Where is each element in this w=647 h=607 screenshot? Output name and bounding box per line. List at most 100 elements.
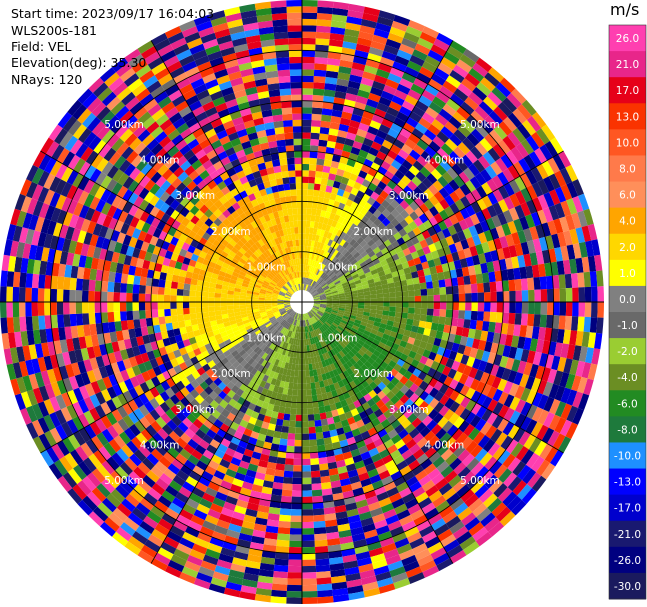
range-gate-cell [559,216,570,232]
range-gate-cell [178,275,186,284]
range-gate-cell [205,326,213,333]
range-gate-cell [572,302,579,317]
range-gate-cell [342,284,350,289]
range-gate-cell [261,550,276,559]
range-gate-cell [307,239,312,247]
range-gate-cell [108,217,119,230]
range-gate-cell [515,445,529,461]
range-gate-cell [214,226,223,235]
range-gate-cell [282,335,287,342]
range-gate-cell [460,154,474,168]
range-gate-cell [302,565,317,573]
range-gate-cell [441,365,452,377]
range-gate-cell [180,332,189,341]
range-gate-cell [247,287,254,292]
range-gate-cell [373,28,390,39]
range-gate-cell [275,323,282,330]
range-gate-cell [100,291,108,302]
range-gate-cell [389,26,406,38]
range-gate-cell [258,274,266,281]
range-gate-cell [312,293,319,298]
range-gate-cell [566,244,576,260]
range-gate-cell [382,333,390,341]
range-gate-cell [312,369,318,377]
range-gate-cell [356,236,364,245]
range-gate-cell [503,116,518,132]
range-gate-cell [126,302,133,312]
range-gate-cell [392,531,407,543]
range-gate-cell [295,421,302,428]
range-gate-cell [513,324,521,337]
range-gate-cell [231,393,241,402]
range-gate-cell [414,386,424,397]
range-gate-cell [69,302,76,315]
range-gate-cell [344,566,360,576]
range-gate-cell [448,179,460,192]
range-gate-cell [367,541,382,552]
range-gate-cell [307,401,314,409]
range-gate-cell [365,152,377,163]
range-gate-cell [502,345,512,358]
range-gate-cell [547,430,560,447]
range-gate-cell [175,192,186,204]
range-gate-cell [575,227,586,244]
range-gate-cell [404,66,420,78]
range-gate-cell [313,302,321,304]
range-gate-cell [288,289,294,294]
range-gate-cell [258,372,266,381]
range-gate-cell [457,141,471,155]
range-gate-cell [325,519,338,528]
range-gate-cell [209,399,220,410]
range-gate-cell [56,302,64,315]
range-gate-cell [307,357,312,365]
range-gate-cell [256,511,269,520]
range-gate-cell [383,268,392,275]
range-gate-cell [46,220,57,236]
range-gate-cell [334,421,343,430]
range-gate-cell [350,113,363,123]
range-gate-cell [75,445,89,461]
range-gate-cell [458,219,469,231]
range-gate-cell [442,510,458,524]
range-gate-cell [182,338,191,347]
range-gate-cell [480,421,492,436]
range-gate-cell [323,338,330,346]
range-gate-cell [122,176,135,190]
range-gate-cell [161,490,176,503]
range-gate-cell [423,209,434,220]
range-gate-cell [375,345,384,354]
range-gate-cell [394,399,405,410]
range-gate-cell [386,486,400,498]
range-gate-cell [295,357,300,365]
range-gate-cell [323,312,331,317]
range-gate-cell [252,296,259,300]
range-gate-cell [191,370,201,380]
range-gate-cell [287,316,293,323]
range-gate-cell [430,344,440,354]
range-gate-cell [187,350,196,359]
range-gate-cell [478,253,487,265]
range-gate-cell [78,460,92,477]
range-gate-cell [278,444,287,452]
range-gate-cell [201,302,209,308]
range-gate-cell [6,363,17,381]
range-gate-cell [228,398,238,408]
range-gate-cell [360,250,368,258]
range-gate-cell [384,134,397,145]
range-gate-cell [204,465,217,476]
range-gate-cell [421,112,436,124]
range-gate-cell [164,397,176,409]
range-gate-cell [398,322,407,330]
range-gate-cell [572,243,582,259]
range-gate-cell [348,3,365,13]
range-gate-cell [475,57,493,73]
range-gate-cell [302,132,311,139]
range-gate-cell [89,168,102,183]
range-gate-cell [560,245,570,261]
range-gate-cell [439,302,447,310]
range-gate-cell [365,462,377,473]
range-gate-cell [309,145,319,153]
range-gate-cell [165,387,175,398]
range-gate-cell [444,470,458,483]
range-gate-cell [322,430,331,439]
